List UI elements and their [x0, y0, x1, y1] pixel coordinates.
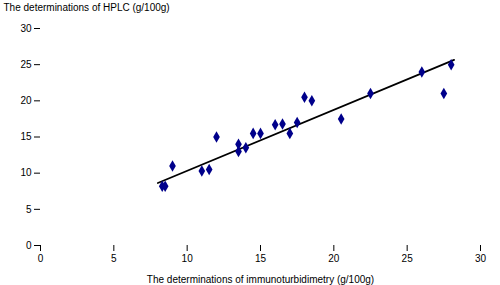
svg-text:30: 30	[20, 23, 32, 34]
svg-text:5: 5	[111, 253, 117, 264]
svg-text:5: 5	[26, 204, 32, 215]
svg-text:20: 20	[20, 95, 32, 106]
svg-text:The determinations of immunotu: The determinations of immunoturbidimetry…	[147, 274, 374, 285]
svg-text:0: 0	[38, 253, 44, 264]
svg-text:15: 15	[255, 253, 267, 264]
svg-text:20: 20	[328, 253, 340, 264]
svg-text:10: 10	[182, 253, 194, 264]
svg-text:30: 30	[475, 253, 487, 264]
svg-text:10: 10	[20, 167, 32, 178]
svg-text:15: 15	[20, 131, 32, 142]
svg-text:0: 0	[26, 240, 32, 251]
svg-text:25: 25	[20, 59, 32, 70]
svg-text:The determinations of HPLC (g/: The determinations of HPLC (g/100g)	[4, 2, 170, 13]
svg-text:25: 25	[402, 253, 414, 264]
